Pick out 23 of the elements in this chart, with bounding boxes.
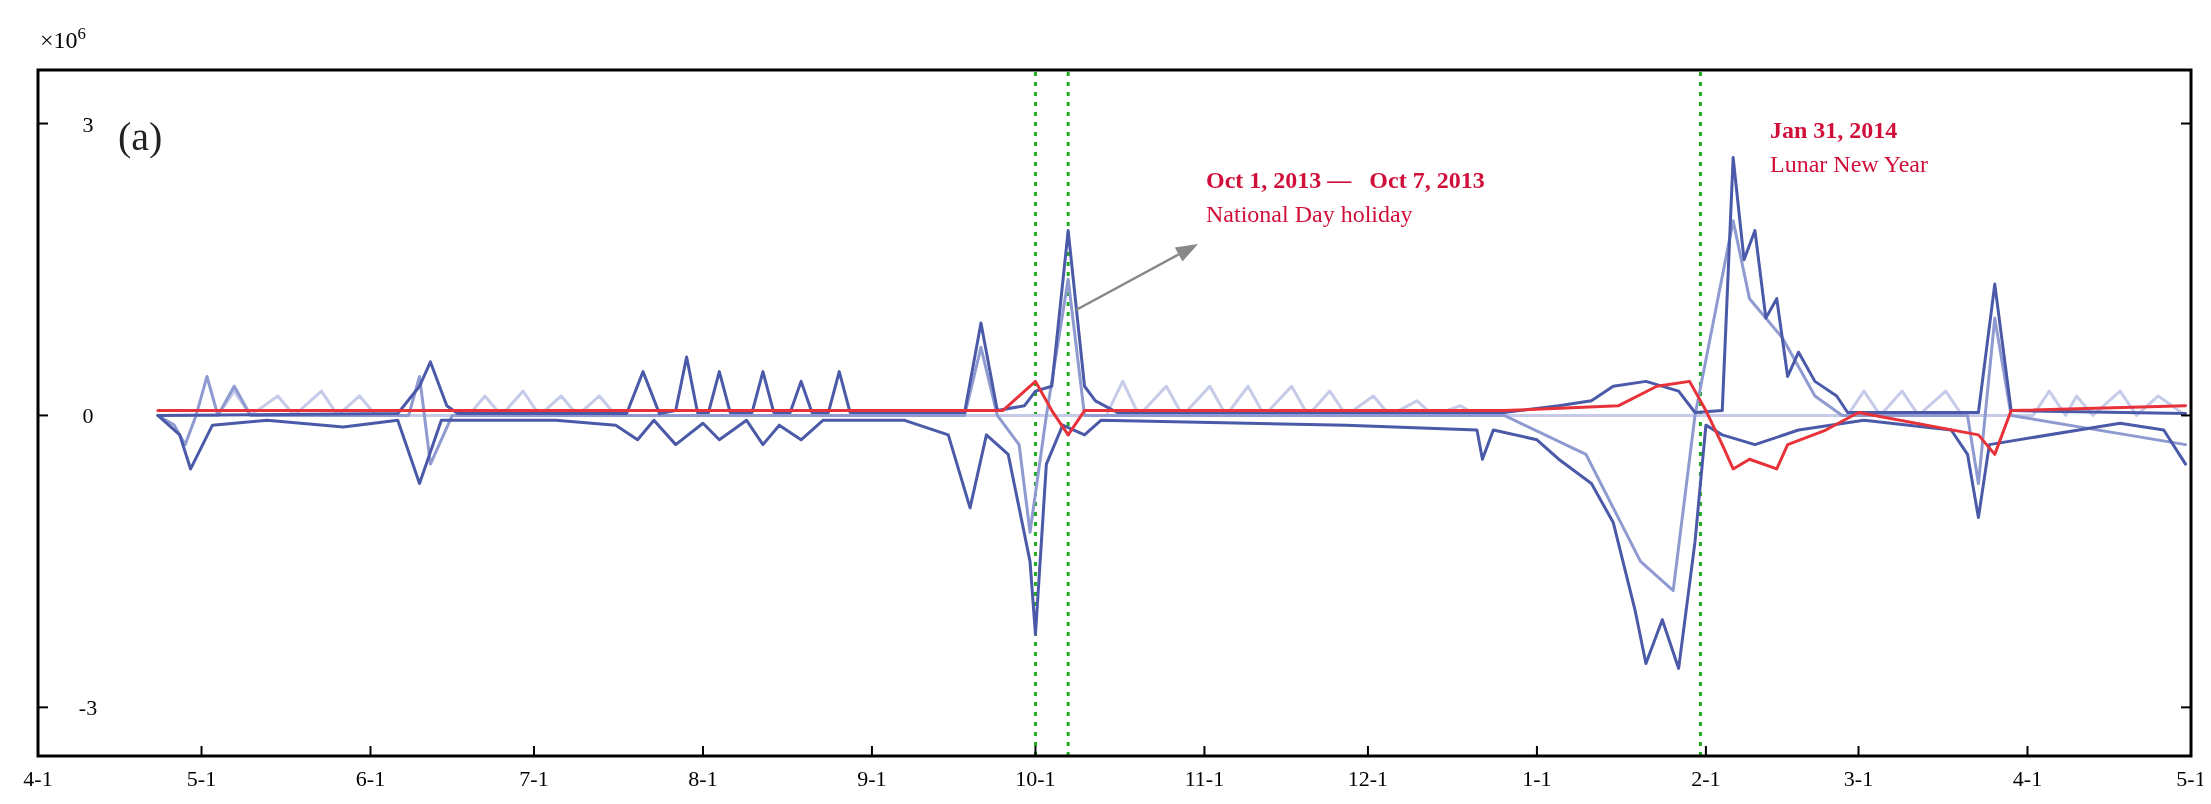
x-tick-label: 8-1	[688, 766, 718, 791]
y-tick-label: 3	[82, 111, 94, 137]
line-series	[156, 379, 2188, 471]
x-tick-label: 5-1	[186, 766, 217, 791]
annotation: Jan 31, 2014	[1770, 117, 1898, 143]
x-tick-label: 4-1	[2012, 766, 2043, 791]
x-tick-label: 7-1	[519, 766, 549, 791]
x-tick-label: 4-1	[23, 766, 53, 791]
x-tick-label: 3-1	[1843, 766, 1874, 791]
x-tick-label: 6-1	[355, 766, 386, 791]
x-tick-label: 1-1	[1522, 766, 1552, 791]
x-tick-label: 9-1	[857, 766, 887, 791]
annotation: (a)	[118, 114, 163, 159]
annotation: Lunar New Year	[1770, 151, 1928, 177]
y-tick-label: 0	[82, 403, 94, 429]
annotation: National Day holiday	[1206, 201, 1413, 227]
x-tick-label: 11-1	[1184, 766, 1225, 791]
x-tick-label: 12-1	[1347, 766, 1389, 791]
x-tick-label: 2-1	[1691, 766, 1721, 791]
x-tick-label: 10-1	[1015, 766, 1056, 791]
y-axis-title: ×10$^{6}$	[40, 23, 86, 53]
annotation: Oct 1, 2013 — Oct 7, 2013	[1206, 167, 1485, 193]
y-tick-label: -3	[78, 695, 98, 721]
